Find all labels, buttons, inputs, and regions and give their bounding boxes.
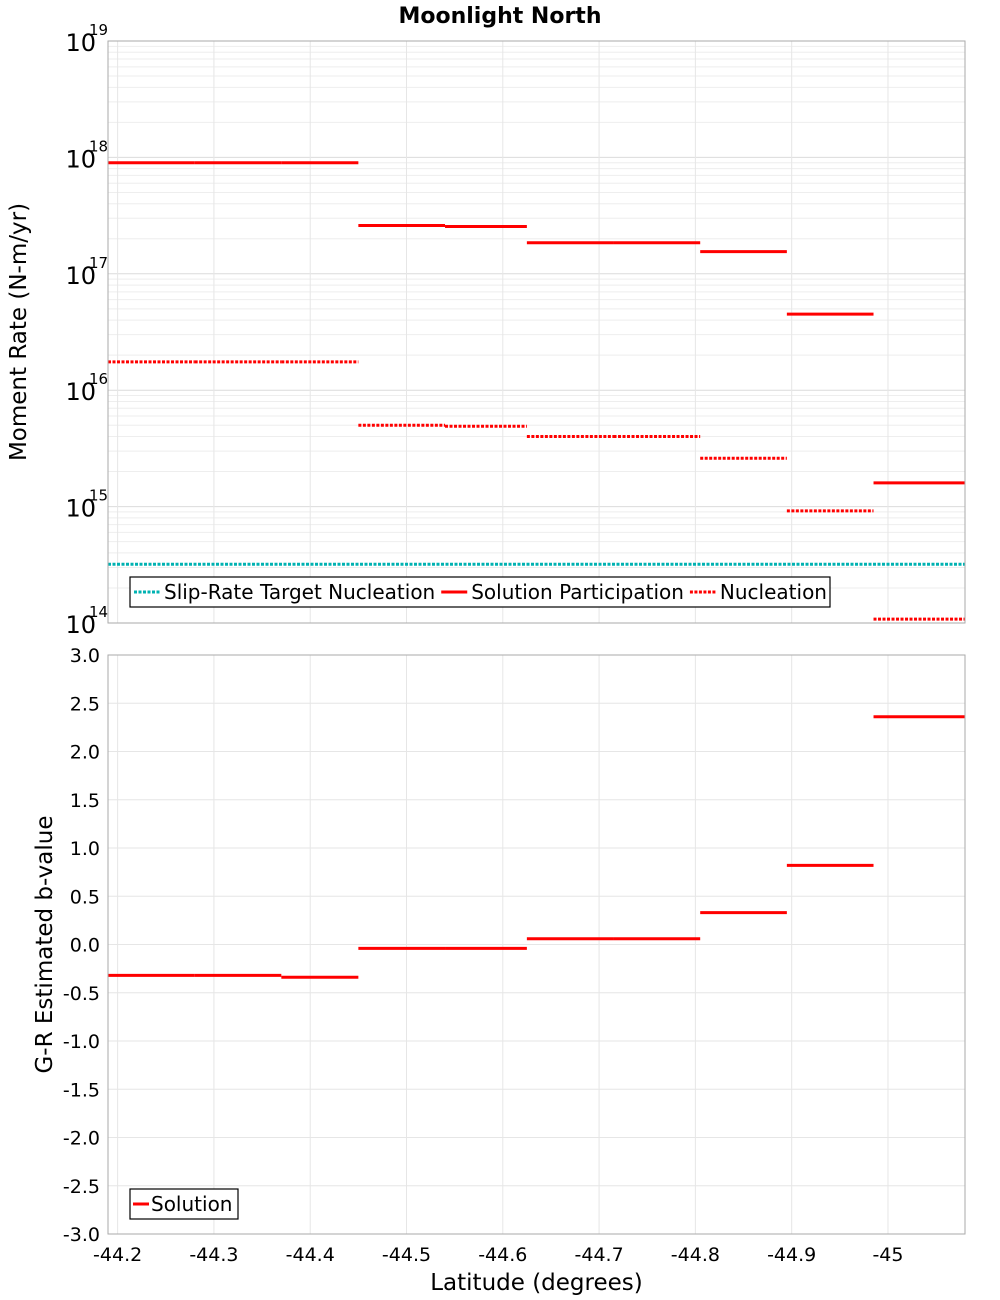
y-tick-exponent: 19 xyxy=(89,21,108,39)
y-tick-label: -3.0 xyxy=(63,1224,100,1246)
y-tick-label: 10 xyxy=(65,262,96,290)
legend-bottom: Solution xyxy=(129,1188,239,1220)
y-tick-label: -0.5 xyxy=(63,983,100,1005)
y-tick-label: -1.0 xyxy=(63,1031,100,1053)
x-tick-label: -44.9 xyxy=(767,1244,816,1266)
y-tick-label: 2.0 xyxy=(70,742,100,764)
plot-frame xyxy=(107,40,966,624)
y-tick-label: 10 xyxy=(65,378,96,406)
x-tick-label: -44.8 xyxy=(671,1244,720,1266)
y-tick-label: 0.0 xyxy=(70,935,100,957)
y-tick-label: 1.5 xyxy=(70,790,100,812)
x-axis-label: Latitude (degrees) xyxy=(430,1270,643,1296)
legend-label-2: Nucleation xyxy=(720,580,827,604)
y-tick-exponent: 14 xyxy=(89,603,108,621)
y-tick-label: 0.5 xyxy=(70,886,100,908)
y-axis-label: G-R Estimated b-value xyxy=(32,815,58,1073)
y-tick-exponent: 15 xyxy=(89,487,108,505)
b-value-panel: 3.0 2.5 2.0 1.5 1.0 0.5 0.0 -0.5 -1.0 -1.5 -2.0 -2.… xyxy=(32,645,966,1296)
y-tick-label: 2.5 xyxy=(70,693,100,715)
plot-area xyxy=(108,41,965,623)
x-tick-label: -44.5 xyxy=(382,1244,431,1266)
legend-label-0: Slip-Rate Target Nucleation xyxy=(164,580,435,604)
y-tick-label: -2.0 xyxy=(63,1128,100,1150)
x-tick-label: -44.4 xyxy=(286,1244,335,1266)
legend-label-1: Solution Participation xyxy=(471,580,684,604)
y-tick-label: -1.5 xyxy=(63,1079,100,1101)
legend-top: Slip-Rate Target Nucleation Solution Part… xyxy=(129,576,831,608)
y-axis-label: Moment Rate (N-m/yr) xyxy=(6,203,32,461)
y-tick-exponent: 16 xyxy=(89,370,108,388)
chart-title: Moonlight North xyxy=(398,4,601,29)
y-tick-label: 10 xyxy=(65,611,96,639)
y-tick-exponent: 17 xyxy=(89,254,108,272)
y-tick-exponent: 18 xyxy=(89,137,108,155)
y-tick-label: 10 xyxy=(65,495,96,523)
x-tick-label: -45 xyxy=(872,1244,903,1266)
y-tick-label: 10 xyxy=(65,29,96,57)
x-tick-label: -44.7 xyxy=(575,1244,624,1266)
y-tick-label: -2.5 xyxy=(63,1176,100,1198)
x-tick-label: -44.3 xyxy=(189,1244,238,1266)
x-tick-label: -44.2 xyxy=(93,1244,142,1266)
y-tick-label: 3.0 xyxy=(70,645,100,667)
x-tick-label: -44.6 xyxy=(478,1244,527,1266)
y-tick-label: 1.0 xyxy=(70,838,100,860)
legend-label-0: Solution xyxy=(151,1192,232,1216)
plot-frame xyxy=(107,654,966,1235)
y-tick-label: 10 xyxy=(65,145,96,173)
